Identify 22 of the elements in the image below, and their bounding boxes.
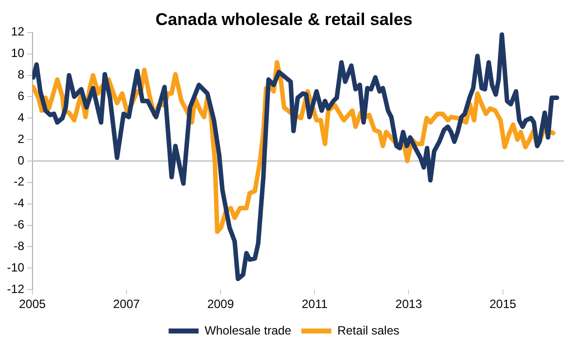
y-tick-label: 10 xyxy=(10,46,25,60)
x-tick-label: 2013 xyxy=(395,297,422,312)
y-tick-label: -2 xyxy=(14,174,25,189)
chart-title: Canada wholesale & retail sales xyxy=(155,10,413,29)
y-tick-label: -4 xyxy=(14,196,25,210)
y-tick-label: 2 xyxy=(18,132,25,146)
legend-label: Wholesale trade xyxy=(204,323,292,338)
y-tick-label: 4 xyxy=(18,110,25,124)
y-tick-label: 12 xyxy=(10,24,25,39)
x-tick-label: 2015 xyxy=(489,297,517,312)
y-tick-label: -12 xyxy=(7,282,25,296)
y-tick-label: 6 xyxy=(18,89,25,104)
y-tick-label: 0 xyxy=(18,153,25,168)
legend-label: Retail sales xyxy=(337,323,400,338)
y-tick-label: 8 xyxy=(18,68,25,82)
x-tick-label: 2011 xyxy=(302,297,328,312)
x-tick-label: 2009 xyxy=(207,297,234,312)
y-tick-label: -10 xyxy=(7,260,25,274)
y-tick-label: -8 xyxy=(14,239,25,254)
y-tick-label: -6 xyxy=(14,218,25,232)
x-tick-label: 2005 xyxy=(18,297,46,312)
x-tick-label: 2007 xyxy=(113,297,140,312)
